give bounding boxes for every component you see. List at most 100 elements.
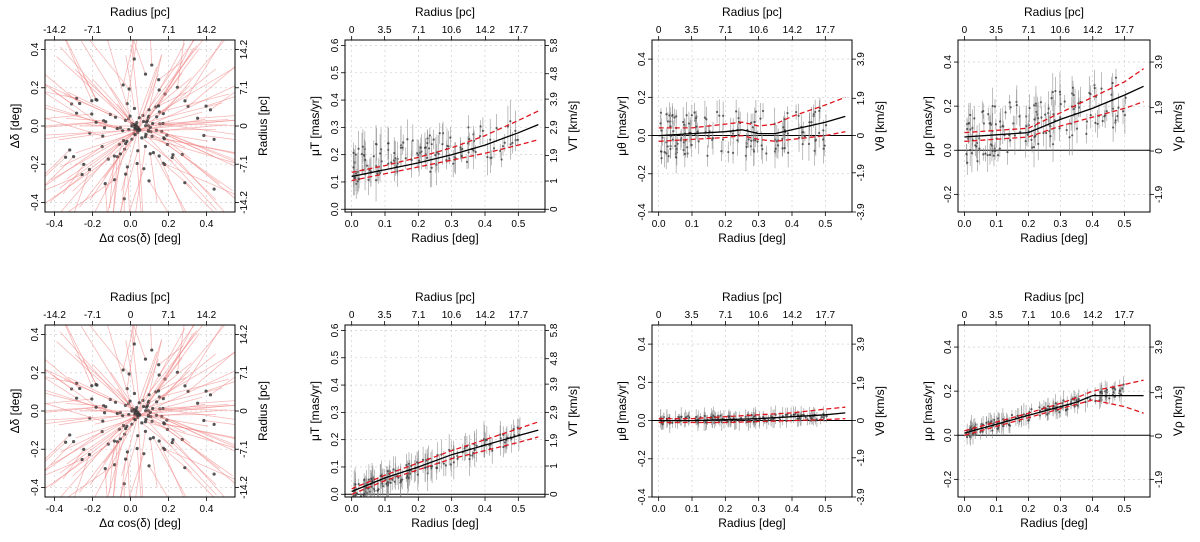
data-point bbox=[1040, 116, 1043, 119]
x-tick-label: 0.1 bbox=[378, 219, 392, 230]
right-tick-label: 14.2 bbox=[239, 39, 250, 59]
motion-vector bbox=[45, 104, 118, 129]
data-point bbox=[389, 481, 392, 484]
data-point bbox=[978, 147, 981, 150]
y-tick-label: -0.2 bbox=[30, 155, 41, 173]
top-tick-label: 14.2 bbox=[476, 310, 496, 321]
star-point bbox=[157, 373, 161, 377]
data-point bbox=[1122, 383, 1125, 386]
data-point bbox=[695, 415, 698, 419]
data-point bbox=[427, 147, 431, 150]
star-point bbox=[72, 155, 76, 159]
data-point bbox=[1002, 125, 1005, 128]
star-point bbox=[112, 439, 117, 443]
y-axis-title: μT [mas/yr] bbox=[308, 96, 322, 156]
star-point bbox=[82, 162, 86, 167]
motion-vector bbox=[136, 351, 157, 408]
x-tick-label: 0.3 bbox=[445, 219, 459, 230]
star-point bbox=[144, 132, 148, 136]
star-point bbox=[132, 122, 136, 127]
data-point bbox=[1059, 102, 1062, 106]
data-point bbox=[1048, 130, 1051, 133]
data-point bbox=[452, 461, 455, 464]
plot-area bbox=[958, 376, 1150, 446]
x-tick-label: -0.4 bbox=[46, 504, 64, 515]
data-point bbox=[996, 417, 1000, 420]
top-tick-label: 3.5 bbox=[378, 310, 392, 321]
confidence-lower bbox=[658, 131, 846, 142]
confidence-lower bbox=[351, 436, 539, 495]
data-point bbox=[987, 112, 990, 116]
data-point bbox=[718, 114, 721, 117]
data-point bbox=[495, 126, 498, 130]
data-point bbox=[1037, 142, 1040, 146]
motion-vector bbox=[80, 325, 133, 409]
data-point bbox=[1010, 413, 1014, 417]
x-tick-label: 0.1 bbox=[989, 219, 1003, 230]
star-point bbox=[82, 447, 86, 452]
right-tick-label: 3.9 bbox=[549, 377, 560, 391]
data-point bbox=[419, 146, 422, 149]
data-point bbox=[665, 152, 668, 155]
data-point bbox=[822, 138, 825, 141]
motion-vector bbox=[142, 325, 204, 401]
motion-vector bbox=[152, 408, 235, 411]
star-point bbox=[157, 154, 161, 158]
data-point bbox=[1116, 115, 1119, 118]
motion-vector bbox=[103, 138, 133, 179]
star-point bbox=[137, 401, 141, 405]
data-point bbox=[680, 415, 683, 419]
motion-vector bbox=[45, 392, 121, 414]
motion-vector bbox=[138, 111, 203, 131]
data-point bbox=[471, 454, 474, 457]
y-tick-label: 0.2 bbox=[943, 384, 954, 398]
data-point bbox=[386, 142, 390, 145]
data-point bbox=[478, 135, 482, 138]
data-point bbox=[387, 162, 390, 165]
motion-vector bbox=[125, 55, 135, 109]
star-point bbox=[157, 439, 161, 443]
data-point bbox=[354, 153, 357, 156]
motion-vector bbox=[60, 129, 138, 168]
motion-vector bbox=[120, 459, 127, 497]
data-point bbox=[1042, 131, 1045, 135]
data-point bbox=[1108, 397, 1111, 400]
data-point bbox=[1051, 143, 1055, 146]
star-point bbox=[148, 152, 152, 156]
plot-area bbox=[345, 417, 545, 497]
data-point bbox=[1111, 81, 1114, 85]
x-tick-label: 0.0 bbox=[652, 504, 666, 515]
y-tick-label: -0.2 bbox=[637, 165, 648, 183]
data-point bbox=[760, 144, 763, 147]
x-tick-label: 0.3 bbox=[445, 504, 459, 515]
data-point bbox=[685, 416, 688, 419]
data-point bbox=[1012, 122, 1015, 125]
motion-vector bbox=[64, 325, 93, 386]
star-point bbox=[147, 464, 151, 468]
data-point bbox=[697, 140, 700, 143]
fit-line bbox=[351, 429, 539, 493]
star-point bbox=[141, 119, 146, 124]
right-tick-label: -1.9 bbox=[856, 164, 867, 182]
data-point bbox=[998, 147, 1001, 150]
data-point bbox=[1105, 110, 1108, 113]
data-point bbox=[802, 413, 805, 416]
motion-vector bbox=[60, 428, 120, 497]
motion-vector bbox=[45, 406, 106, 413]
motion-vector bbox=[121, 130, 139, 192]
data-point bbox=[1030, 138, 1033, 141]
motion-vector bbox=[203, 420, 235, 425]
data-point bbox=[1045, 131, 1048, 135]
motion-vector bbox=[163, 422, 191, 445]
top-tick-label: 10.6 bbox=[1050, 310, 1070, 321]
data-point bbox=[363, 154, 366, 157]
data-point bbox=[682, 141, 685, 144]
top-tick-label: 17.7 bbox=[1115, 310, 1135, 321]
y-tick-label: 0.5 bbox=[330, 65, 341, 79]
x-tick-label: 0.3 bbox=[752, 219, 766, 230]
star-point bbox=[195, 116, 200, 120]
y-tick-label: 0.5 bbox=[330, 350, 341, 364]
star-point bbox=[202, 418, 206, 423]
star-point bbox=[128, 399, 132, 403]
right-tick-label: -7.1 bbox=[239, 440, 250, 458]
